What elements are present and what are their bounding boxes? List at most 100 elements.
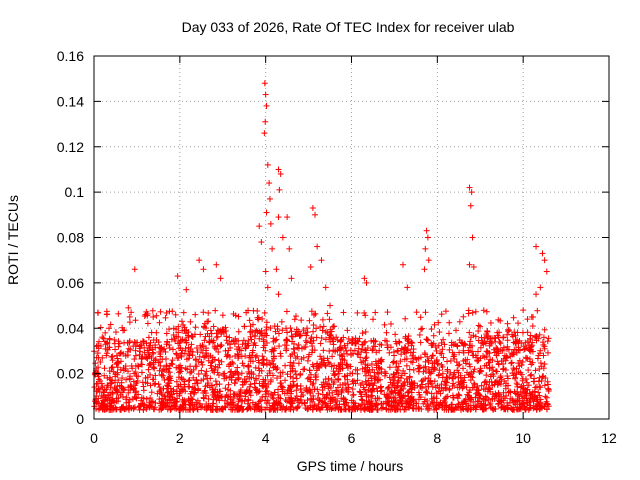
data-point (193, 363, 200, 370)
data-point (288, 333, 295, 340)
data-point (542, 393, 549, 400)
data-point (239, 360, 246, 367)
data-point (510, 365, 517, 372)
data-point (433, 347, 440, 354)
data-point (103, 386, 110, 393)
data-point (391, 373, 398, 380)
data-point (136, 351, 143, 358)
data-point (173, 333, 180, 340)
data-point (293, 375, 300, 382)
data-point (205, 309, 212, 316)
data-point (408, 389, 415, 396)
data-point (176, 339, 183, 346)
data-point (383, 394, 390, 401)
data-point (319, 391, 326, 398)
data-point (341, 373, 348, 380)
data-point (227, 369, 234, 376)
data-point (385, 384, 392, 391)
data-point (326, 348, 333, 355)
data-point (298, 356, 305, 363)
data-point (213, 261, 220, 268)
data-point (320, 379, 327, 386)
data-point (283, 347, 290, 354)
data-point (417, 314, 424, 321)
data-point (508, 360, 515, 367)
data-point (144, 320, 151, 327)
data-point (105, 392, 112, 399)
data-point (521, 394, 528, 401)
data-point (251, 380, 258, 387)
data-point (274, 375, 281, 382)
data-point (319, 327, 326, 334)
data-point (155, 359, 162, 366)
data-point (512, 332, 519, 339)
data-point (108, 364, 115, 371)
data-point (422, 245, 429, 252)
data-point (173, 326, 180, 333)
data-point (185, 344, 192, 351)
data-point (234, 364, 241, 371)
data-point (425, 366, 432, 373)
data-point (284, 214, 291, 221)
data-point (104, 339, 111, 346)
data-point (115, 338, 122, 345)
data-point (125, 345, 132, 352)
data-point (483, 394, 490, 401)
data-point (121, 386, 128, 393)
data-point (463, 384, 470, 391)
data-point (125, 304, 132, 311)
data-point (174, 273, 181, 280)
data-point (494, 346, 501, 353)
data-point (368, 360, 375, 367)
data-point (157, 387, 164, 394)
data-point (424, 353, 431, 360)
data-point (344, 362, 351, 369)
data-point (137, 342, 144, 349)
data-point (384, 344, 391, 351)
data-point (157, 308, 164, 315)
data-point (539, 250, 546, 257)
data-point (319, 361, 326, 368)
data-point (242, 393, 249, 400)
data-point (317, 324, 324, 331)
data-point (165, 380, 172, 387)
data-point (158, 371, 165, 378)
data-point (115, 394, 122, 401)
data-point (419, 325, 426, 332)
data-point (455, 391, 462, 398)
data-point (284, 371, 291, 378)
data-point (222, 347, 229, 354)
data-point (359, 365, 366, 372)
data-point (168, 336, 175, 343)
data-point (489, 357, 496, 364)
x-tick-label: 10 (515, 430, 531, 446)
data-point (425, 337, 432, 344)
data-point (474, 383, 481, 390)
data-point (187, 363, 194, 370)
data-point (95, 309, 102, 316)
data-point (239, 397, 246, 404)
data-point (294, 396, 301, 403)
data-point (212, 307, 219, 314)
data-point (210, 337, 217, 344)
data-point (539, 373, 546, 380)
data-point (128, 383, 135, 390)
data-point (312, 211, 319, 218)
data-point (104, 397, 111, 404)
data-point (494, 358, 501, 365)
data-point (342, 406, 349, 413)
data-point (386, 349, 393, 356)
data-point (167, 392, 174, 399)
data-point (451, 351, 458, 358)
data-point (489, 395, 496, 402)
data-point (466, 261, 473, 268)
data-point (101, 389, 108, 396)
data-point (486, 359, 493, 366)
data-point (300, 366, 307, 373)
data-point (221, 397, 228, 404)
data-point (149, 399, 156, 406)
data-point (93, 398, 100, 405)
data-point (368, 380, 375, 387)
data-point (258, 239, 265, 246)
data-point (287, 396, 294, 403)
